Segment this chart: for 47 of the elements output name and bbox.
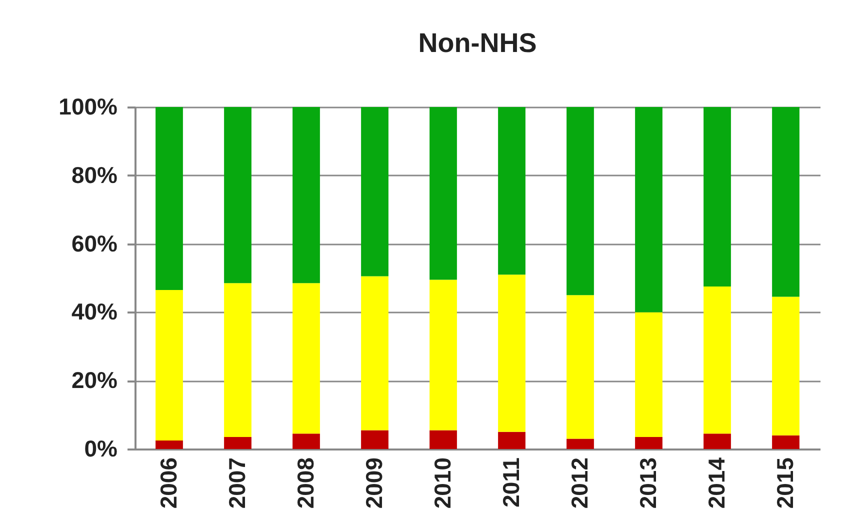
bar	[156, 107, 183, 290]
x-tick-label: 2014	[703, 457, 730, 509]
y-tick-label: 100%	[58, 94, 118, 120]
bar	[292, 283, 320, 434]
bar	[430, 107, 457, 280]
bar	[361, 276, 388, 430]
bar	[566, 438, 594, 449]
x-tick-label: 2011	[498, 457, 524, 508]
bar	[430, 430, 457, 449]
x-tick-label: 2008	[292, 457, 318, 509]
x-tick-label: 2009	[360, 458, 387, 509]
bar	[156, 440, 183, 449]
bar	[224, 107, 252, 284]
bar	[635, 437, 662, 449]
bar	[772, 296, 800, 436]
bar	[292, 434, 320, 449]
bar	[566, 295, 594, 439]
y-tick-label: 40%	[71, 298, 118, 325]
y-tick-label: 0%	[84, 436, 118, 462]
bar	[156, 290, 183, 440]
x-tick-label: 2010	[429, 458, 456, 509]
x-tick-label: 2012	[566, 458, 592, 509]
bar	[772, 435, 800, 449]
bar	[224, 283, 252, 438]
bar	[498, 107, 526, 275]
bar	[772, 107, 800, 297]
bar	[430, 280, 457, 430]
x-tick-label: 2013	[634, 458, 661, 509]
chart-title: Non-NHS	[418, 28, 537, 58]
x-tick-label: 2007	[224, 458, 250, 509]
bar	[224, 437, 252, 449]
bar	[566, 107, 594, 296]
bar	[704, 434, 731, 449]
bar	[635, 312, 662, 438]
bar	[498, 274, 526, 432]
bar	[498, 432, 526, 449]
x-tick-label: 2006	[155, 458, 182, 509]
bar	[292, 107, 320, 284]
bar	[704, 107, 731, 287]
y-tick-label: 60%	[71, 230, 118, 256]
bar	[704, 286, 731, 434]
bar	[635, 107, 662, 312]
bar	[361, 430, 388, 449]
y-tick-label: 80%	[71, 162, 118, 188]
y-tick-label: 20%	[71, 367, 118, 394]
bar	[361, 107, 388, 276]
x-tick-label: 2015	[772, 457, 798, 509]
